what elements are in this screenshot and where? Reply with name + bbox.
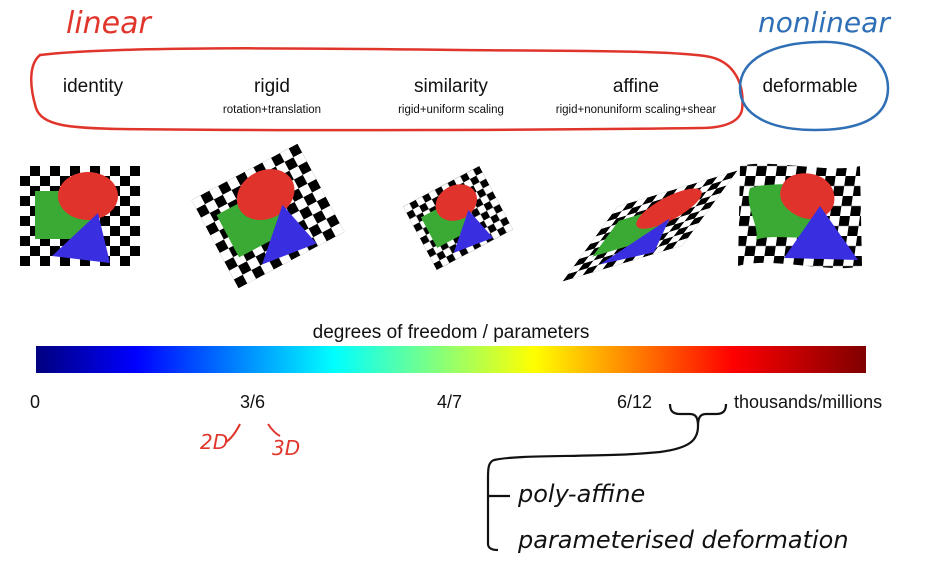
- transform-subtitle-similarity: rigid+uniform scaling: [398, 104, 504, 116]
- transform-title-rigid: rigid: [254, 76, 290, 97]
- transform-title-affine: affine: [612, 76, 660, 97]
- connector-line: [486, 425, 700, 552]
- tick-thousands-millions: thousands/millions: [734, 392, 883, 412]
- tick-6-12: 6/12: [617, 392, 653, 412]
- transform-subtitle-affine: rigid+nonuniform scaling+shear: [555, 104, 717, 116]
- tick-3-6: 3/6: [240, 392, 266, 412]
- transform-title-identity: identity: [62, 76, 124, 97]
- example-parameterised-deformation: parameterised deformation: [518, 526, 849, 554]
- linear-group-outline: [30, 47, 744, 132]
- dof-colorbar: [36, 346, 866, 373]
- pointer-2d: [225, 423, 241, 443]
- scale-title: degrees of freedom / parameters: [312, 322, 590, 343]
- transform-title-deformable: deformable: [762, 76, 858, 97]
- transform-title-similarity: similarity: [414, 76, 488, 97]
- transform-subtitle-rigid: rotation+translation: [222, 104, 322, 116]
- linear-label: linear: [66, 6, 151, 41]
- tick-4-7: 4/7: [437, 392, 463, 412]
- nonlinear-label: nonlinear: [758, 6, 890, 39]
- example-poly-affine: poly-affine: [518, 480, 646, 508]
- pointer-3d: [267, 423, 281, 437]
- range-brace: [668, 403, 728, 427]
- nonlinear-group-outline: [738, 40, 890, 132]
- label-2d: 2D: [200, 430, 229, 454]
- label-3d: 3D: [272, 436, 301, 460]
- deformable-image: [738, 163, 862, 269]
- tick-0: 0: [30, 392, 41, 412]
